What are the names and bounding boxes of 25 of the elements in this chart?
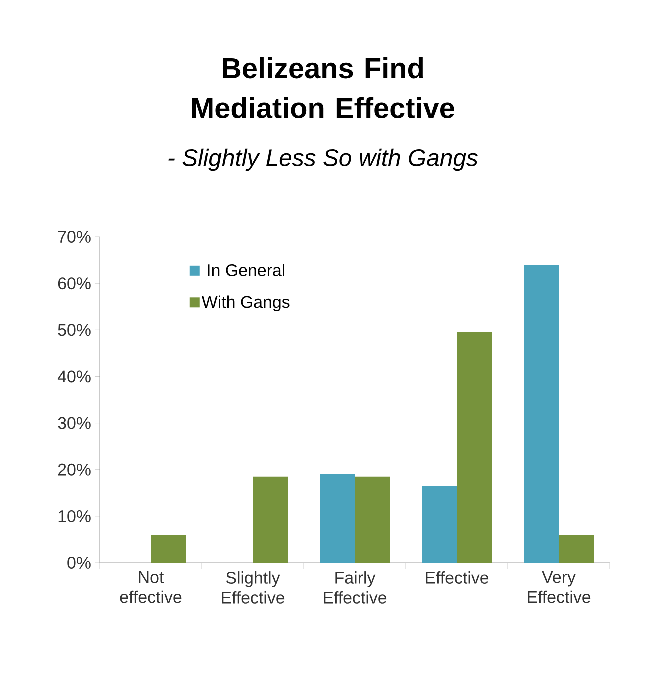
chart-subtitle: - Slightly Less So with Gangs: [168, 148, 478, 172]
bar: [559, 535, 594, 564]
y-tick-label: 20%: [58, 464, 91, 476]
bar: [524, 264, 559, 564]
x-tick-label: Fairly Effective: [324, 572, 387, 604]
y-tick-label: 30%: [58, 417, 91, 430]
y-tick-label: 70%: [58, 231, 91, 244]
x-tick-label: Very Effective: [528, 572, 591, 604]
y-tick-label: 0%: [68, 557, 91, 570]
x-tick-label: Effective: [426, 572, 489, 584]
y-tick-label: 40%: [58, 370, 91, 383]
bar: [320, 474, 355, 564]
y-tick-label: 50%: [58, 324, 91, 336]
bar: [253, 476, 288, 564]
x-tick-label: Slightly Effective: [222, 572, 285, 604]
y-tick-label: 60%: [58, 278, 91, 290]
bar: [457, 332, 492, 564]
x-tick-label: Not effective: [120, 572, 182, 604]
legend-label: With Gangs: [202, 296, 290, 312]
bar: [355, 476, 390, 564]
y-tick-label: 10%: [58, 510, 91, 522]
legend-label: In General: [208, 264, 284, 276]
bar: [422, 486, 457, 564]
chart-title: Belizeans Find Mediation Effective: [192, 57, 454, 119]
bar: [151, 535, 186, 564]
